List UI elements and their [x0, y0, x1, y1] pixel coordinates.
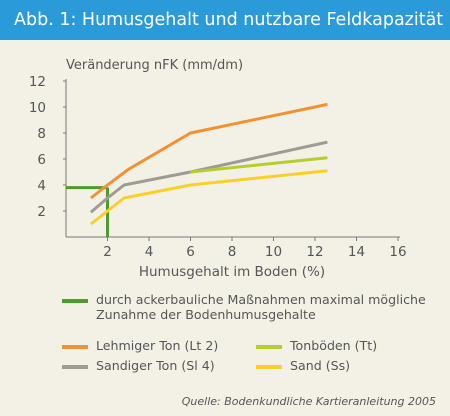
legend-label-sandigton: Sandiger Ton (Sl 4)	[96, 358, 215, 373]
series-line-2	[190, 156, 328, 174]
legend-item-sandigton: Sandiger Ton (Sl 4)	[62, 358, 215, 373]
y-tick-label: 2	[37, 204, 46, 220]
legend-label-acker-line1: durch ackerbauliche Maßnahmen maximal mö…	[96, 292, 426, 307]
x-tick-label: 8	[228, 244, 237, 260]
x-tick-label: 4	[145, 244, 154, 260]
legend-swatch-lehm	[62, 345, 88, 349]
figure-title: Abb. 1: Humusgehalt und nutzbare Feldkap…	[0, 0, 450, 40]
series-line-0	[89, 102, 328, 200]
legend-swatch-sandigton	[62, 365, 88, 369]
legend-item-sand: Sand (Ss)	[256, 358, 350, 373]
legend-swatch-acker	[62, 299, 88, 303]
source-note: Quelle: Bodenkundliche Kartieranleitung …	[181, 395, 436, 408]
x-tick-label: 14	[348, 244, 365, 260]
legend-label-lehm: Lehmiger Ton (Lt 2)	[96, 338, 219, 353]
y-tick-label: 12	[29, 74, 46, 90]
line-chart: Veränderung nFK (mm/dm) 2 4 6 8 10 12 2 4 6 8 10 1…	[29, 58, 407, 280]
legend-label-acker: durch ackerbauliche Maßnahmen maximal mö…	[96, 292, 426, 322]
legend-item-acker: durch ackerbauliche Maßnahmen maximal mö…	[62, 292, 426, 322]
x-tick-label: 10	[265, 244, 282, 260]
series-line-3	[89, 169, 328, 226]
x-axis-label: Humusgehalt im Boden (%)	[139, 264, 325, 280]
legend-label-ton: Tonböden (Tt)	[290, 338, 378, 353]
series-line-1	[89, 140, 328, 214]
y-tick-label: 6	[37, 152, 46, 168]
x-tick-label: 2	[103, 244, 112, 260]
y-tick-label: 8	[37, 126, 46, 142]
x-tick-label: 12	[306, 244, 323, 260]
legend-item-ton: Tonböden (Tt)	[256, 338, 377, 353]
x-tick-label: 6	[186, 244, 195, 260]
y-tick-label: 4	[37, 178, 46, 194]
legend-swatch-ton	[256, 345, 282, 349]
y-axis-label: Veränderung nFK (mm/dm)	[66, 58, 243, 73]
x-tick-label: 16	[389, 244, 406, 260]
legend-label-acker-line2: Zunahme der Bodenhumusgehalte	[96, 307, 316, 322]
legend-label-sand: Sand (Ss)	[290, 358, 351, 373]
y-tick-label: 10	[29, 100, 46, 116]
legend-item-lehm: Lehmiger Ton (Lt 2)	[62, 338, 218, 353]
legend-swatch-sand	[256, 365, 282, 369]
